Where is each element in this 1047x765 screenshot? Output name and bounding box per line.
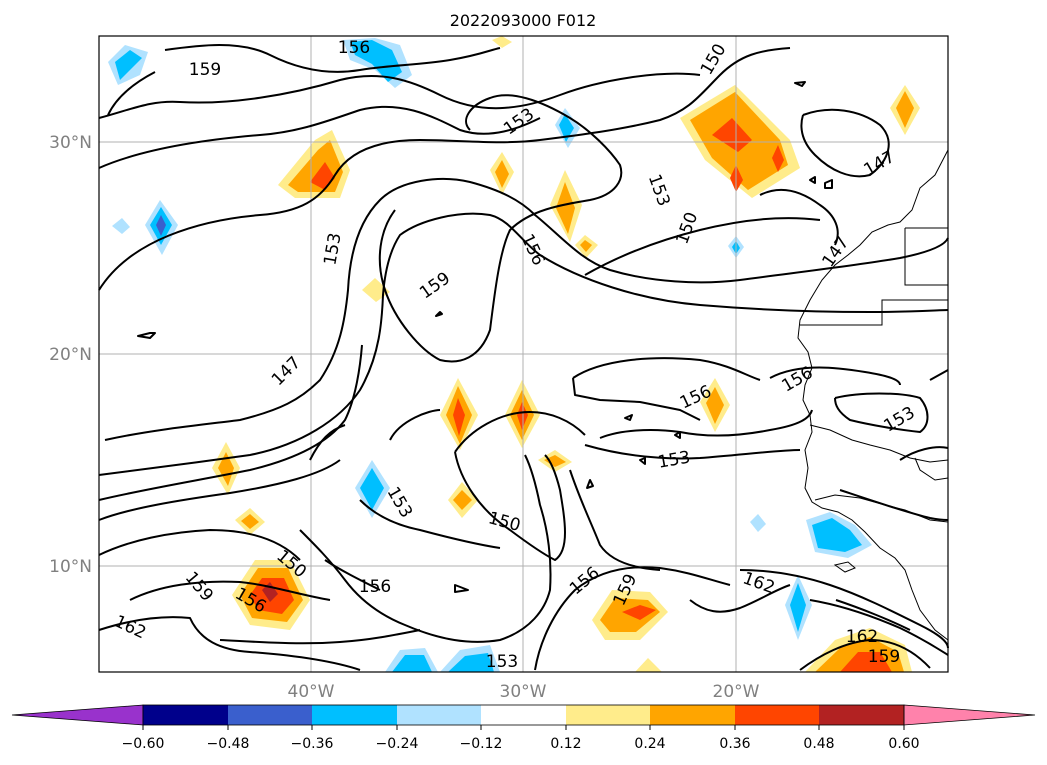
colorbar-tick: −0.24	[376, 736, 419, 752]
contour-label: 159	[189, 60, 221, 80]
contour-label: 153	[500, 104, 538, 139]
colorbar-segment	[735, 705, 819, 725]
shaded-anomaly-regions	[108, 36, 920, 672]
colorbar-segment	[650, 705, 735, 725]
contour-label: 150	[672, 210, 702, 247]
colorbar-segment	[228, 705, 312, 725]
colorbar-extend-low	[11, 704, 144, 726]
contour-label: 150	[486, 508, 523, 536]
colorbar-tick: 0.36	[719, 736, 750, 752]
contour-label: 153	[320, 231, 345, 266]
map-title: 2022093000 F012	[450, 11, 597, 30]
graticule	[99, 36, 948, 672]
contour-label: 156	[359, 577, 391, 597]
colorbar-tick: 0.60	[888, 736, 919, 752]
colorbar-segment	[481, 705, 566, 725]
contour-label: 150	[697, 40, 731, 78]
colorbar-tick: 0.48	[803, 736, 834, 752]
contour-label: 153	[486, 652, 518, 672]
latitude-labels: 30°N 20°N 10°N	[49, 133, 92, 577]
contour-label: 162	[111, 612, 149, 644]
contour-label: 162	[846, 627, 878, 647]
contour-label: 159	[868, 647, 900, 667]
height-contours	[98, 44, 949, 671]
colorbar: −0.60 −0.48 −0.36 −0.24 −0.12 0.12 0.24 …	[11, 704, 1036, 752]
colorbar-segment	[312, 705, 397, 725]
contour-label: 159	[416, 268, 454, 303]
contour-label: 156	[517, 231, 549, 269]
contour-label: 153	[644, 172, 674, 209]
lat-label: 20°N	[49, 345, 92, 365]
colorbar-segment	[143, 705, 228, 725]
map-frame	[98, 35, 949, 673]
contour-label: 156	[338, 38, 370, 58]
contour-label: 147	[268, 353, 305, 390]
contour-label: 159	[181, 568, 217, 606]
colorbar-segment	[566, 705, 650, 725]
contour-label: 153	[656, 447, 691, 472]
colorbar-segment	[397, 705, 481, 725]
lon-label: 20°W	[713, 682, 760, 702]
colorbar-tick: 0.24	[634, 736, 665, 752]
colorbar-tick: −0.48	[207, 736, 250, 752]
colorbar-tick: 0.12	[550, 736, 581, 752]
lat-label: 30°N	[49, 133, 92, 153]
longitude-labels: 40°W 30°W 20°W	[288, 682, 760, 702]
colorbar-extend-high	[903, 704, 1036, 726]
colorbar-segment	[819, 705, 904, 725]
colorbar-tick: −0.12	[460, 736, 503, 752]
lat-label: 10°N	[49, 557, 92, 577]
colorbar-tick: −0.60	[122, 736, 165, 752]
colorbar-tick: −0.36	[291, 736, 334, 752]
lon-label: 40°W	[288, 682, 335, 702]
lon-label: 30°W	[500, 682, 547, 702]
